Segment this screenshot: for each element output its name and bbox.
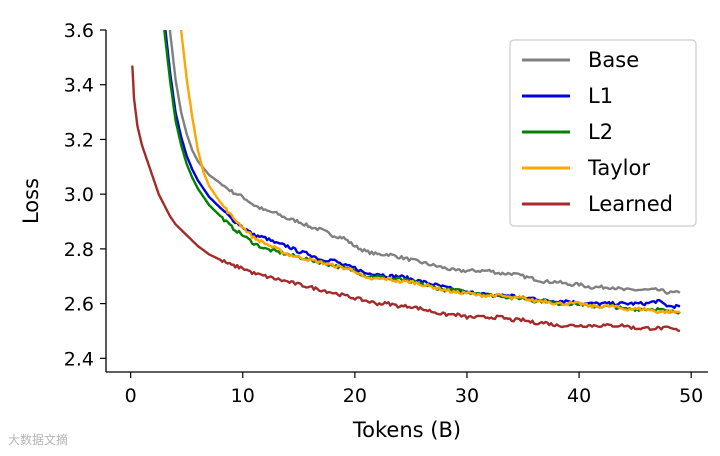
legend-label-l1: L1 — [588, 84, 613, 108]
y-tick-label: 3.2 — [64, 129, 94, 151]
y-tick-label: 3.0 — [64, 184, 94, 206]
legend-label-taylor: Taylor — [587, 156, 650, 180]
series-layer — [131, 30, 681, 333]
y-tick-label: 2.8 — [64, 239, 94, 261]
y-tick-label: 2.6 — [64, 294, 94, 316]
y-tick-label: 3.4 — [64, 75, 94, 97]
x-tick-label: 50 — [679, 385, 703, 407]
series-line-base — [168, 30, 681, 295]
legend-label-l2: L2 — [588, 120, 613, 144]
legend-label-learned: Learned — [588, 192, 673, 216]
x-axis-title: Tokens (B) — [352, 418, 461, 442]
x-tick-label: 10 — [231, 385, 255, 407]
legend-label-base: Base — [588, 48, 639, 72]
watermark: 大数据文摘 — [8, 432, 68, 447]
y-tick-label: 2.4 — [64, 348, 94, 370]
y-tick-label: 3.6 — [64, 20, 94, 42]
x-tick-label: 30 — [455, 385, 479, 407]
series-line-learned — [131, 65, 681, 333]
legend: Base L1 L2 Taylor Learned — [509, 39, 697, 227]
series-line-taylor — [179, 30, 681, 315]
x-tick-label: 40 — [567, 385, 591, 407]
y-axis-title: Loss — [19, 178, 43, 224]
legend-box — [509, 39, 697, 227]
axes: 0 10 20 30 40 50 2.4 2.6 2.8 3.0 3.2 3.4 3.6 — [64, 20, 708, 407]
x-tick-label: 20 — [343, 385, 367, 407]
x-tick-label: 0 — [125, 385, 137, 407]
